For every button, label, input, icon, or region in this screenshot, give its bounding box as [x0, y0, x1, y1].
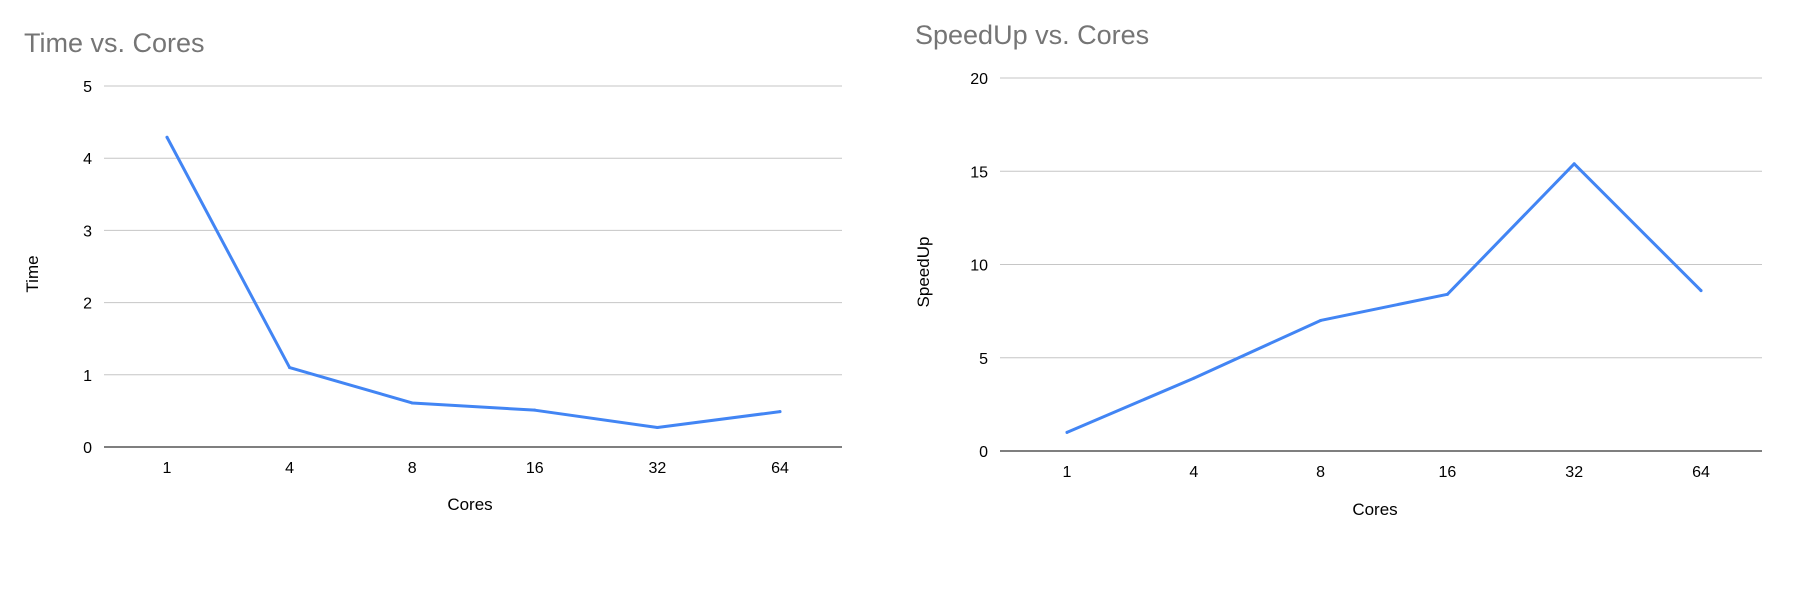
y-tick-label: 0: [83, 440, 92, 457]
x-tick-label: 16: [1439, 464, 1457, 481]
chart-title: SpeedUp vs. Cores: [915, 20, 1149, 50]
data-point: [165, 135, 169, 139]
data-point: [1065, 430, 1069, 434]
x-axis-label: Cores: [1352, 500, 1397, 519]
y-tick-label: 20: [970, 71, 988, 88]
speedup-vs-cores-chart: SpeedUp vs. Cores 0 5 10 15 20 1 4 8 16 32 64 Cor…: [895, 0, 1794, 594]
x-tick-labels: 1 4 8 16 32 64: [1063, 464, 1710, 481]
y-tick-label: 5: [979, 351, 988, 368]
gridlines: [1000, 77, 1762, 452]
x-tick-label: 16: [526, 460, 544, 477]
chart-title: Time vs. Cores: [24, 28, 205, 58]
data-point: [288, 366, 292, 370]
y-axis-label: SpeedUp: [914, 237, 933, 308]
x-tick-labels: 1 4 8 16 32 64: [163, 460, 789, 477]
data-point: [778, 410, 782, 414]
x-tick-label: 32: [1565, 464, 1583, 481]
x-tick-label: 8: [408, 460, 417, 477]
x-tick-label: 64: [1692, 464, 1710, 481]
series-lines: [165, 135, 782, 430]
data-point: [533, 408, 537, 412]
y-tick-label: 10: [970, 258, 988, 275]
y-tick-labels: 0 5 10 15 20: [970, 71, 988, 461]
time-chart-svg: Time vs. Cores 0 1 2 3 4 5 1 4 8 16 32 64 Cores Ti…: [23, 28, 842, 514]
y-axis-label: Time: [23, 255, 42, 292]
y-tick-label: 1: [83, 368, 92, 385]
y-tick-label: 3: [83, 223, 92, 240]
data-point: [1192, 376, 1196, 380]
x-tick-label: 32: [649, 460, 667, 477]
x-tick-label: 64: [771, 460, 789, 477]
series-lines: [1065, 162, 1703, 434]
x-tick-label: 1: [163, 460, 172, 477]
data-point: [1699, 289, 1703, 293]
x-tick-label: 4: [1189, 464, 1198, 481]
time-vs-cores-chart: Time vs. Cores 0 1 2 3 4 5 1 4 8 16 32 64 Cores Ti…: [0, 0, 890, 594]
data-point: [1319, 318, 1323, 322]
x-axis-label: Cores: [447, 495, 492, 514]
y-tick-labels: 0 1 2 3 4 5: [83, 79, 92, 457]
series-line: [165, 135, 782, 430]
y-tick-label: 15: [970, 164, 988, 181]
y-tick-label: 2: [83, 296, 92, 313]
x-tick-label: 1: [1063, 464, 1072, 481]
y-tick-label: 5: [83, 79, 92, 96]
y-tick-label: 4: [83, 151, 92, 168]
gridlines: [104, 85, 842, 448]
series-line: [1065, 162, 1703, 434]
x-tick-label: 4: [285, 460, 294, 477]
data-point: [1445, 292, 1449, 296]
data-point: [410, 401, 414, 405]
y-tick-label: 0: [979, 444, 988, 461]
x-tick-label: 8: [1316, 464, 1325, 481]
data-point: [1572, 162, 1576, 166]
data-point: [655, 426, 659, 430]
